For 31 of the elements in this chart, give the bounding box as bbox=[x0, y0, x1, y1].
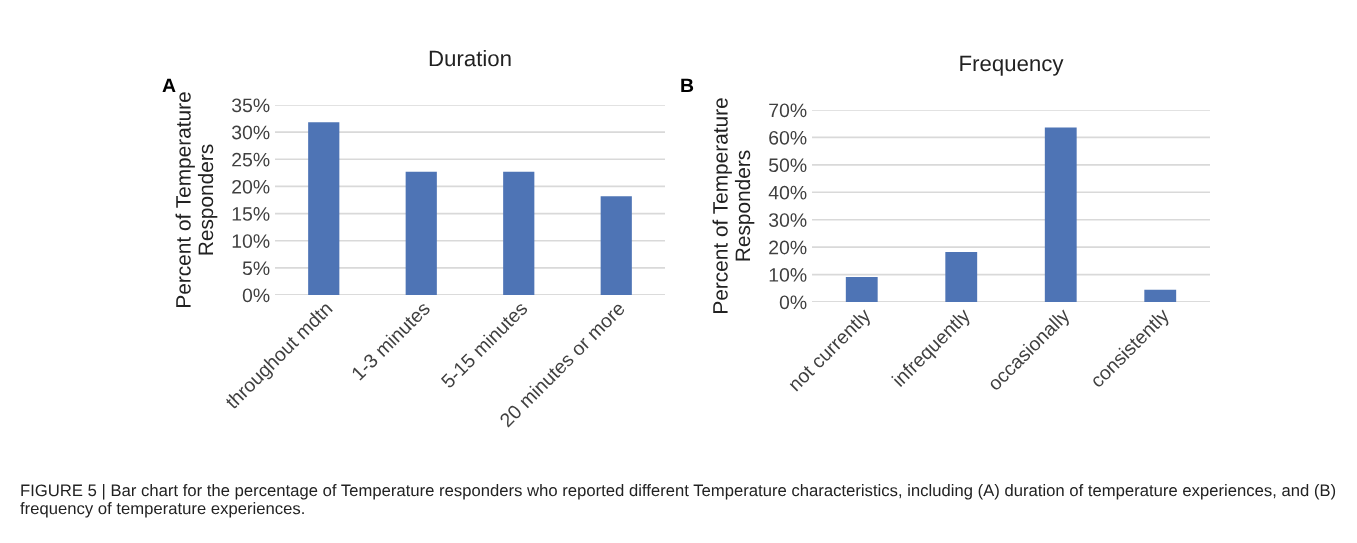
bar bbox=[308, 122, 340, 295]
bar bbox=[945, 252, 978, 302]
y-tick-label: 10% bbox=[769, 268, 807, 282]
y-axis-title: Percent of Temperature Responders bbox=[712, 98, 755, 313]
bar bbox=[405, 171, 437, 295]
y-tick-label: 5% bbox=[242, 261, 270, 276]
chart-title: Frequency bbox=[960, 55, 1064, 76]
y-tick-label: 0% bbox=[779, 295, 807, 310]
bar bbox=[600, 196, 632, 295]
y-tick-label: 15% bbox=[232, 207, 270, 221]
y-tick-label: 50% bbox=[769, 158, 807, 173]
y-tick-label: 25% bbox=[232, 152, 270, 167]
y-tick-label: 30% bbox=[231, 125, 270, 140]
text: A bbox=[162, 78, 176, 93]
y-tick-label: 20% bbox=[769, 240, 807, 255]
y-tick-label: 70% bbox=[769, 103, 807, 118]
text: B bbox=[681, 78, 694, 93]
y-tick-label: 10% bbox=[232, 234, 270, 248]
y-tick-label: 0% bbox=[242, 288, 270, 303]
caption: FIGURE 5 | Bar chart for the percentage of Temperature responders who reported different Temperature characteristics, including (A) duration of temperature experiences, and (B) frequency of temperature experiences. bbox=[20, 484, 1336, 518]
chart-title: Duration bbox=[429, 50, 511, 67]
y-tick-label: 40% bbox=[768, 185, 807, 200]
y-axis-title: Percent of Temperature Responders bbox=[175, 92, 218, 307]
y-tick-label: 30% bbox=[768, 213, 807, 227]
bar bbox=[845, 277, 878, 302]
y-tick-label: 20% bbox=[232, 179, 270, 194]
bar bbox=[1144, 289, 1177, 302]
bar bbox=[503, 171, 535, 295]
y-tick-label: 35% bbox=[231, 98, 270, 113]
y-tick-label: 60% bbox=[769, 130, 807, 145]
bar bbox=[1044, 127, 1077, 302]
